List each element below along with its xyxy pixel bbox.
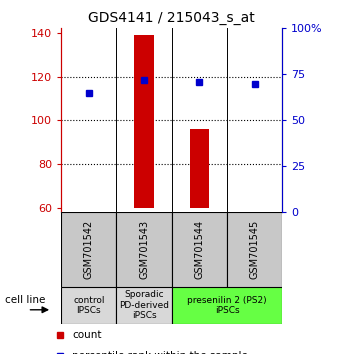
Bar <box>172 212 227 287</box>
Bar <box>227 212 282 287</box>
Text: cell line: cell line <box>5 295 45 305</box>
Text: GSM701544: GSM701544 <box>194 220 204 279</box>
Bar <box>116 212 172 287</box>
Text: GSM701543: GSM701543 <box>139 220 149 279</box>
Text: control
IPSCs: control IPSCs <box>73 296 105 315</box>
Bar <box>190 129 209 208</box>
Bar <box>61 287 116 324</box>
Bar <box>61 212 116 287</box>
Text: percentile rank within the sample: percentile rank within the sample <box>72 351 248 354</box>
Text: Sporadic
PD-derived
iPSCs: Sporadic PD-derived iPSCs <box>119 290 169 320</box>
Title: GDS4141 / 215043_s_at: GDS4141 / 215043_s_at <box>88 11 255 24</box>
Text: GSM701542: GSM701542 <box>84 220 94 279</box>
Text: GSM701545: GSM701545 <box>250 220 259 279</box>
Bar <box>172 287 282 324</box>
Text: presenilin 2 (PS2)
iPSCs: presenilin 2 (PS2) iPSCs <box>187 296 267 315</box>
Text: count: count <box>72 330 102 340</box>
Bar <box>134 35 154 208</box>
Bar <box>116 287 172 324</box>
